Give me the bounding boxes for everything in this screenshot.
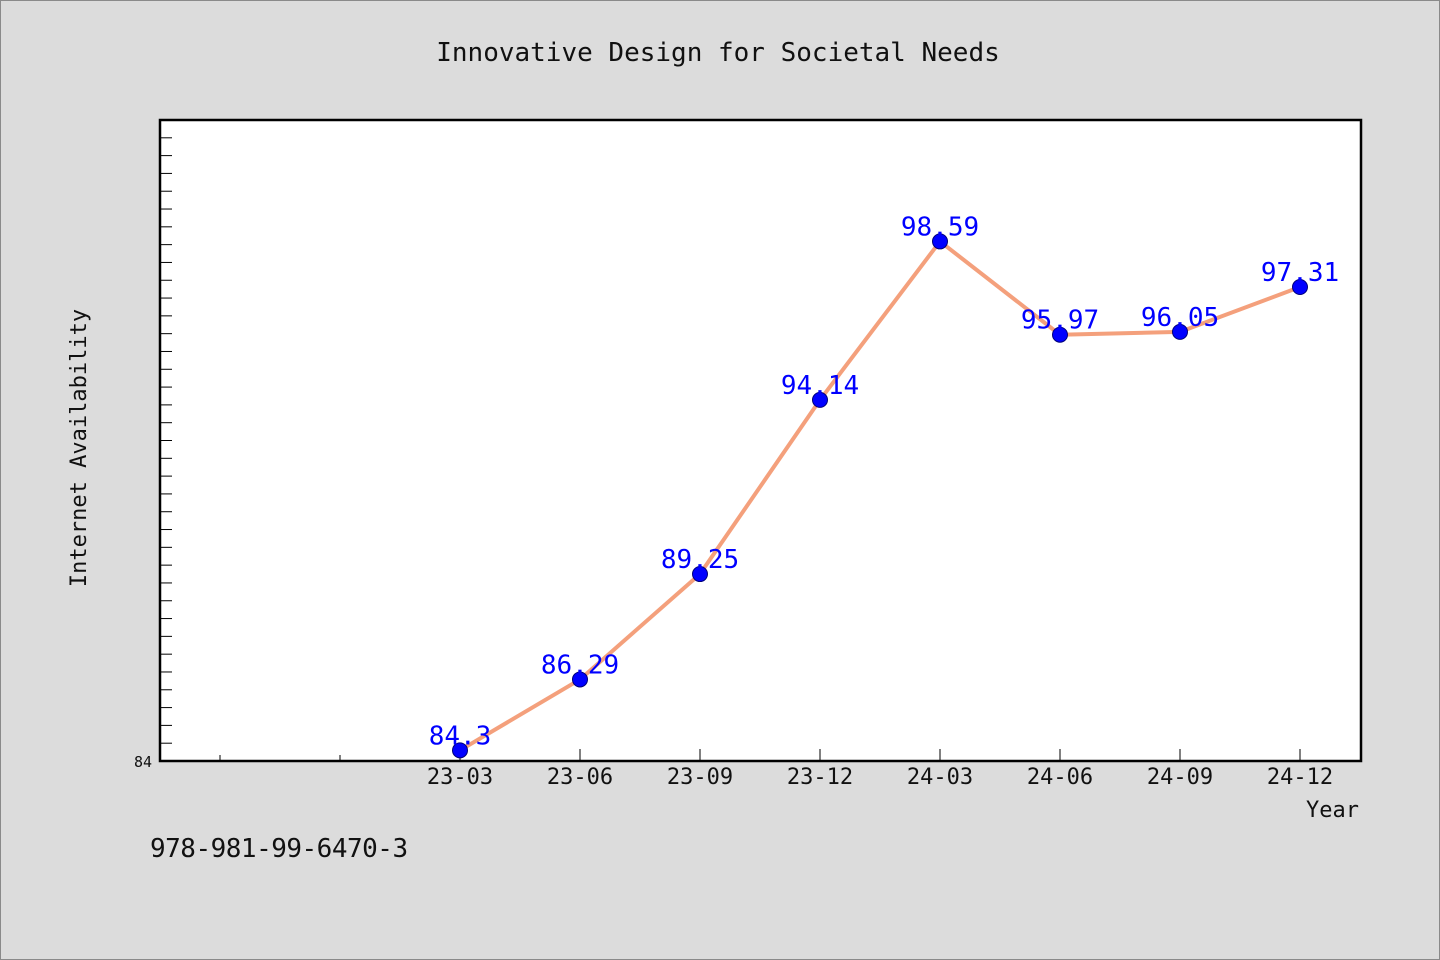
data-label: 89.25 (661, 545, 739, 575)
y-tick-label: 84 (134, 753, 152, 771)
x-tick-label: 23-09 (667, 765, 733, 790)
data-label: 97.31 (1261, 258, 1339, 288)
x-tick-label: 24-06 (1027, 765, 1093, 790)
data-labels: 84.3 86.29 89.25 94.14 98.59 95.97 96.05 97.31 (429, 212, 1339, 751)
x-tick-label: 23-06 (547, 765, 613, 790)
x-tick-label: 23-12 (787, 765, 853, 790)
series-line-group (458, 239, 1302, 753)
x-axis-ticks (219, 749, 1301, 761)
plot-area (158, 118, 1363, 763)
y-axis-label: Internet Availability (67, 309, 92, 587)
x-tick-label: 24-09 (1147, 765, 1213, 790)
data-label: 98.59 (901, 212, 979, 242)
data-label: 95.97 (1021, 306, 1099, 336)
data-point (1052, 326, 1068, 343)
data-label: 96.05 (1141, 303, 1219, 333)
data-points (452, 233, 1308, 759)
x-tick-label: 24-03 (907, 765, 973, 790)
x-tick-label: 24-12 (1267, 765, 1333, 790)
x-tick-labels: 23-03 23-06 23-09 23-12 24-03 24-06 24-09 24-12 (427, 765, 1333, 790)
y-tick-labels: 84 (134, 753, 152, 771)
data-point (452, 742, 468, 759)
isbn-text: 978-981-99-6470-3 (150, 834, 408, 864)
data-point (812, 391, 828, 408)
data-point (1292, 279, 1308, 296)
data-label: 86.29 (541, 650, 619, 680)
data-point (692, 566, 708, 583)
series-line (458, 239, 1302, 753)
chart-title: Innovative Design for Societal Needs (436, 38, 1000, 68)
y-axis-ticks (160, 137, 172, 744)
data-point (572, 671, 588, 688)
data-point (1172, 323, 1188, 340)
data-label: 94.14 (781, 371, 859, 401)
data-point (932, 233, 948, 250)
x-axis-label: Year (1306, 798, 1359, 823)
x-tick-label: 23-03 (427, 765, 493, 790)
data-label: 84.3 (429, 721, 492, 751)
